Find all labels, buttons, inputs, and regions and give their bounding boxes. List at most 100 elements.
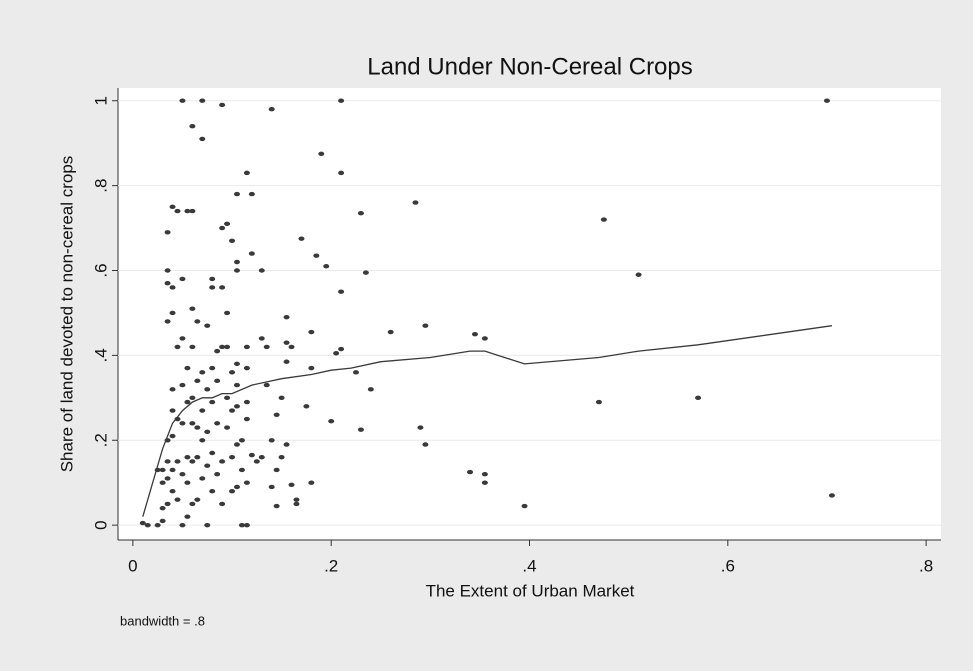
point — [278, 455, 285, 460]
lowess-line — [142, 325, 832, 517]
point — [204, 522, 211, 528]
point — [159, 467, 166, 473]
point — [248, 191, 255, 197]
point — [323, 264, 330, 269]
point — [189, 459, 196, 464]
point — [219, 285, 226, 290]
point — [243, 344, 250, 350]
point — [209, 450, 216, 456]
point — [169, 204, 176, 210]
point — [184, 365, 191, 371]
point — [233, 382, 240, 388]
point — [303, 404, 310, 409]
point — [174, 344, 181, 350]
point — [243, 480, 250, 485]
point — [338, 170, 345, 176]
point — [194, 497, 201, 502]
point — [243, 399, 250, 405]
point — [238, 522, 245, 528]
point — [823, 98, 830, 103]
point — [194, 378, 201, 384]
point — [243, 522, 250, 528]
point — [308, 329, 315, 335]
point — [164, 459, 171, 464]
x-tick-label: .4 — [522, 556, 536, 575]
point — [308, 480, 315, 485]
point — [233, 361, 240, 367]
point — [164, 281, 171, 286]
point — [233, 404, 240, 409]
point — [159, 505, 166, 511]
point — [224, 344, 231, 350]
point — [481, 480, 488, 485]
point — [164, 501, 171, 507]
point — [238, 467, 245, 473]
point — [154, 522, 161, 528]
point — [169, 310, 176, 316]
point — [263, 344, 270, 350]
point — [169, 387, 176, 392]
point — [243, 170, 250, 176]
point — [422, 323, 429, 328]
point — [209, 365, 216, 371]
point — [164, 319, 171, 324]
y-axis-label: Share of land devoted to non-cereal crop… — [57, 156, 76, 473]
point — [179, 421, 186, 426]
point — [209, 285, 216, 290]
point — [283, 314, 290, 320]
point — [293, 497, 300, 502]
point — [189, 395, 196, 401]
point — [169, 467, 176, 473]
point — [333, 351, 340, 356]
point — [233, 484, 240, 490]
point — [273, 467, 280, 473]
point — [159, 480, 166, 485]
point — [273, 412, 280, 417]
x-tick-label: .6 — [721, 556, 735, 575]
point — [204, 463, 211, 468]
point — [189, 123, 196, 129]
y-tick-label: .4 — [91, 348, 110, 362]
point — [179, 522, 186, 528]
point — [828, 493, 835, 498]
point — [258, 336, 265, 341]
note: bandwidth = .8 — [120, 613, 205, 628]
x-tick-label: 0 — [128, 556, 137, 575]
point — [169, 433, 176, 439]
point — [417, 425, 424, 430]
point — [204, 387, 211, 392]
point — [179, 336, 186, 341]
point — [224, 395, 231, 401]
point — [229, 370, 236, 375]
point — [209, 276, 216, 282]
point — [169, 488, 176, 494]
point — [318, 151, 325, 156]
point — [184, 514, 191, 519]
point — [174, 459, 181, 464]
point — [288, 482, 295, 488]
point — [199, 476, 206, 481]
point — [209, 488, 216, 494]
point — [229, 408, 236, 413]
point — [179, 276, 186, 282]
point — [273, 503, 280, 509]
point — [219, 225, 226, 231]
point — [243, 365, 250, 371]
y-tick-label: 1 — [91, 96, 110, 105]
point — [194, 455, 201, 460]
point — [174, 497, 181, 502]
point — [174, 208, 181, 214]
point — [308, 365, 315, 371]
point — [293, 501, 300, 507]
point — [179, 472, 186, 477]
point — [288, 344, 295, 350]
point — [635, 272, 642, 277]
point — [214, 378, 221, 384]
point — [164, 476, 171, 481]
point — [481, 336, 488, 341]
y-tick-label: .8 — [91, 179, 110, 193]
point — [471, 331, 478, 337]
point — [313, 253, 320, 258]
point — [199, 136, 206, 142]
